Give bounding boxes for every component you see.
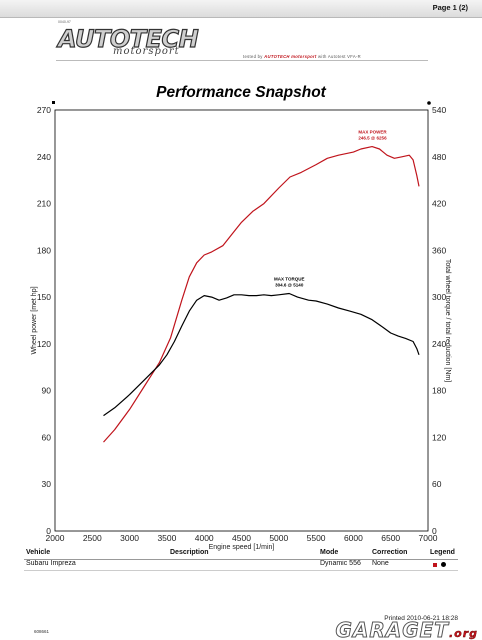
y-right-tick-label: 480	[432, 152, 446, 162]
y-left-tick-label: 210	[37, 199, 51, 209]
y-right-tick-label: 120	[432, 432, 446, 442]
watermark-org: .org	[448, 627, 478, 640]
y-right-tick-label: 360	[432, 245, 446, 255]
x-tick-label: 6500	[381, 533, 400, 543]
y-right-tick-label: 420	[432, 199, 446, 209]
autotech-logo: AUTOTECH motorsport	[57, 25, 199, 57]
logo-wordmark: AUTOTECH	[57, 25, 199, 53]
legend-power-swatch	[433, 563, 437, 567]
tested-by-tagline: tested by AUTOTECH motorsport with Autot…	[243, 54, 361, 59]
y-right-tick-label: 540	[432, 105, 446, 115]
x-tick-label: 3000	[120, 533, 139, 543]
col-mode-header: Mode	[320, 549, 339, 556]
y-left-tick-label: 270	[37, 105, 51, 115]
y-right-tick-label: 240	[432, 339, 446, 349]
document-code: 0040-97	[58, 20, 71, 24]
table-row-divider	[24, 570, 458, 571]
corner-marker-right	[427, 101, 431, 105]
col-correction-header: Correction	[372, 549, 408, 556]
y-right-tick-label: 0	[432, 526, 437, 536]
max-power-label: MAX POWER	[358, 130, 387, 135]
header-divider	[56, 60, 428, 61]
y-left-tick-label: 120	[37, 339, 51, 349]
x-tick-label: 3500	[157, 533, 176, 543]
garaget-watermark: GARAGET.org	[335, 618, 478, 640]
y-left-tick-label: 240	[37, 152, 51, 162]
col-description-header: Description	[170, 549, 209, 556]
correction-cell: None	[372, 560, 389, 567]
viewer-toolbar: Page 1 (2)	[0, 0, 482, 18]
max-power-value: 246.5 @ 6256	[358, 136, 387, 141]
y-left-tick-label: 30	[42, 479, 52, 489]
watermark-main: GARAGET	[335, 618, 449, 640]
col-vehicle-header: Vehicle	[26, 549, 51, 556]
corner-marker-left	[52, 101, 55, 104]
x-axis-label: Engine speed [1/min]	[209, 544, 275, 551]
tagline-suffix: with Autotest VFA-R	[318, 54, 361, 59]
chart-tick-labels: 2000 2500 3000 3500 4000 4500 5000 5500 6000 6500…	[37, 105, 447, 543]
y-left-tick-label: 180	[37, 245, 51, 255]
y-right-tick-label: 300	[432, 292, 446, 302]
x-tick-label: 4500	[232, 533, 251, 543]
y-axis-right-label: Total wheel torque / total reduction [Nm…	[444, 259, 451, 382]
table-header-divider	[24, 559, 458, 560]
plot-frame	[54, 109, 429, 532]
tagline-prefix: tested by	[243, 54, 263, 59]
y-right-tick-label: 180	[432, 386, 446, 396]
y-left-tick-label: 60	[42, 432, 52, 442]
page-indicator: Page 1 (2)	[432, 3, 468, 12]
x-tick-label: 2500	[83, 533, 102, 543]
chart-axes	[52, 101, 431, 532]
vehicle-cell: Subaru Impreza	[26, 560, 76, 567]
page-title: Performance Snapshot	[156, 84, 326, 101]
y-left-tick-label: 150	[37, 292, 51, 302]
printed-timestamp: Printed 2010-06-21 18:28	[384, 615, 458, 622]
torque-curve	[103, 292, 420, 417]
mode-cell: Dynamic 556	[320, 560, 361, 567]
legend-torque-swatch	[441, 562, 446, 567]
x-tick-label: 5500	[307, 533, 326, 543]
y-left-tick-label: 0	[46, 526, 51, 536]
tagline-brand: AUTOTECH motorsport	[264, 54, 317, 59]
footer-code: 608661	[34, 629, 50, 634]
y-right-tick-label: 60	[432, 479, 442, 489]
x-tick-label: 5000	[269, 533, 288, 543]
chart-series	[103, 146, 420, 443]
y-axis-left-label: Wheel power [met hp]	[31, 286, 38, 354]
x-tick-label: 4000	[195, 533, 214, 543]
max-torque-value: 304.6 @ 5140	[275, 283, 304, 288]
x-tick-label: 6000	[344, 533, 363, 543]
col-legend-header: Legend	[430, 549, 455, 556]
power-curve	[103, 146, 420, 443]
logo-subtitle: motorsport	[113, 46, 180, 57]
x-tick-label: 2000	[46, 533, 65, 543]
y-left-tick-label: 90	[42, 386, 52, 396]
x-tick-label: 7000	[419, 533, 438, 543]
max-torque-label: MAX TORQUE	[274, 277, 304, 282]
